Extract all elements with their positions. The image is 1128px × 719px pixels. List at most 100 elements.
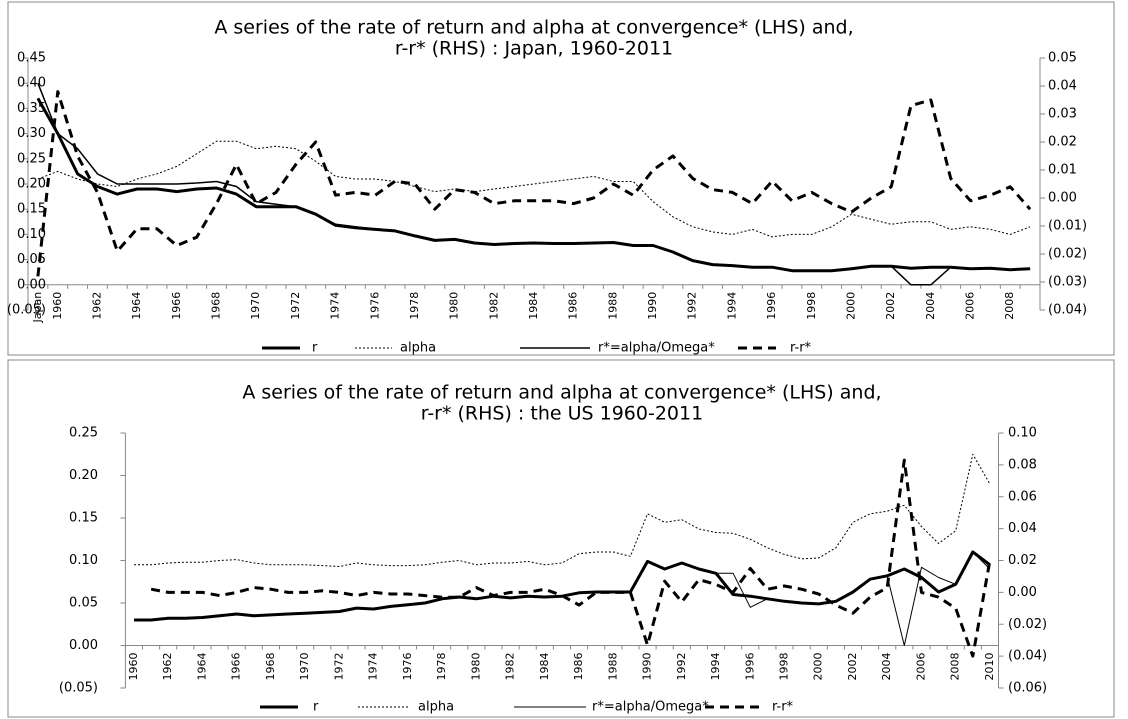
series-line (37, 140, 1031, 238)
x-tick-label: 2004 (880, 653, 893, 681)
x-tick-label: 1994 (709, 653, 722, 681)
y2-tick-label: (0.04) (1048, 303, 1087, 318)
x-tick-label: 2006 (964, 292, 977, 320)
y-tick-label: 0.35 (17, 101, 46, 116)
y2-tick-label: 0.10 (1008, 426, 1037, 441)
y2-tick-label: 0.02 (1008, 553, 1037, 568)
x-tick-label: 1996 (765, 292, 778, 320)
x-tick-label: 1968 (264, 653, 277, 681)
series-line (134, 453, 991, 567)
y2-tick-label: 0.02 (1048, 135, 1077, 150)
x-tick-label: 1968 (210, 292, 223, 320)
y-tick-label: 0.05 (69, 596, 98, 611)
y-tick-label: 0.25 (17, 151, 46, 166)
x-tick-label: Japan (31, 292, 44, 324)
y-tick-label: 0.45 (17, 51, 46, 66)
y2-tick-label: (0.01) (1048, 219, 1087, 234)
x-tick-label: 1962 (161, 653, 174, 681)
y-tick-label: 0.10 (17, 227, 46, 242)
legend-label: alpha (400, 341, 436, 356)
x-tick-label: 1982 (487, 292, 500, 320)
y2-tick-label: 0.01 (1048, 163, 1077, 178)
x-tick-label: 1966 (230, 653, 243, 681)
y-tick-label: (0.05) (59, 681, 98, 696)
x-tick-label: 1980 (469, 653, 482, 681)
legend-label: alpha (418, 700, 454, 715)
y-tick-label: 0.15 (69, 511, 98, 526)
series-line (36, 90, 1032, 277)
x-tick-label: 1994 (725, 292, 738, 320)
x-tick-label: 2008 (1003, 292, 1016, 320)
x-tick-label: 2002 (846, 653, 859, 681)
x-tick-label: 1976 (401, 653, 414, 681)
x-tick-label: 2006 (914, 653, 927, 681)
legend-label: r-r* (790, 341, 812, 356)
y2-tick-label: 0.00 (1048, 191, 1077, 206)
x-tick-label: 1964 (195, 653, 208, 681)
y-tick-label: 0.10 (69, 553, 98, 568)
x-tick-label: 2008 (949, 653, 962, 681)
y2-tick-label: 0.04 (1048, 79, 1077, 94)
legend-label: r (312, 341, 318, 356)
x-tick-label: 2000 (844, 292, 857, 320)
y2-tick-label: 0.00 (1008, 585, 1037, 600)
x-tick-label: 1966 (170, 292, 183, 320)
y-tick-label: 0.40 (17, 76, 46, 91)
x-tick-label: 1978 (435, 653, 448, 681)
y-tick-label: (0.05) (7, 303, 46, 318)
x-tick-label: 1974 (329, 292, 342, 320)
y2-tick-label: 0.03 (1048, 107, 1077, 122)
legend-label: r*=alpha/Omega* (598, 341, 715, 356)
y-tick-label: 0.30 (17, 126, 46, 141)
legend-label: r-r* (772, 700, 794, 715)
x-tick-label: 1976 (368, 292, 381, 320)
panel-border (7, 1, 1115, 356)
panel-border (7, 359, 1115, 718)
x-tick-label: 1964 (130, 292, 143, 320)
y-tick-label: 0.25 (69, 426, 98, 441)
x-tick-label: 1990 (646, 292, 659, 320)
y-tick-label: 0.00 (17, 277, 46, 292)
series-line (36, 97, 1031, 273)
x-tick-label: 1972 (289, 292, 302, 320)
legend-label: r*=alpha/Omega* (592, 700, 709, 715)
y-tick-label: 0.00 (69, 638, 98, 653)
x-tick-label: 1972 (332, 653, 345, 681)
x-tick-label: 1974 (367, 653, 380, 681)
chart-title: A series of the rate of return and alpha… (214, 17, 853, 39)
x-tick-label: 1986 (572, 653, 585, 681)
series-line (37, 82, 1031, 286)
x-tick-label: 1998 (778, 653, 791, 681)
x-tick-label: 1978 (408, 292, 421, 320)
series-line (134, 551, 991, 646)
x-tick-label: 1984 (538, 653, 551, 681)
x-tick-label: 1970 (249, 292, 262, 320)
y2-tick-label: (0.04) (1008, 649, 1047, 664)
y2-tick-label: 0.08 (1008, 457, 1037, 472)
y-tick-label: 0.20 (69, 468, 98, 483)
chart-title: A series of the rate of return and alpha… (242, 382, 881, 404)
x-tick-label: 1996 (743, 653, 756, 681)
y2-tick-label: (0.02) (1008, 617, 1047, 632)
x-tick-label: 1992 (675, 653, 688, 681)
legend-label: r (313, 700, 319, 715)
x-tick-label: 1988 (606, 292, 619, 320)
x-tick-label: 1986 (567, 292, 580, 320)
y-tick-label: 0.20 (17, 177, 46, 192)
y2-tick-label: (0.06) (1008, 681, 1047, 696)
x-tick-label: 1990 (641, 653, 654, 681)
x-tick-label: 2002 (884, 292, 897, 320)
x-tick-label: 1984 (527, 292, 540, 320)
y2-tick-label: (0.02) (1048, 247, 1087, 262)
x-tick-label: 1970 (298, 653, 311, 681)
y2-tick-label: (0.03) (1048, 275, 1087, 290)
x-tick-label: 1980 (448, 292, 461, 320)
series-line (150, 458, 992, 658)
x-tick-label: 2010 (983, 653, 996, 681)
x-tick-label: 1960 (127, 653, 140, 681)
y2-tick-label: 0.04 (1008, 521, 1037, 536)
x-tick-label: 1998 (805, 292, 818, 320)
chart-title: r-r* (RHS) : the US 1960-2011 (421, 403, 703, 425)
